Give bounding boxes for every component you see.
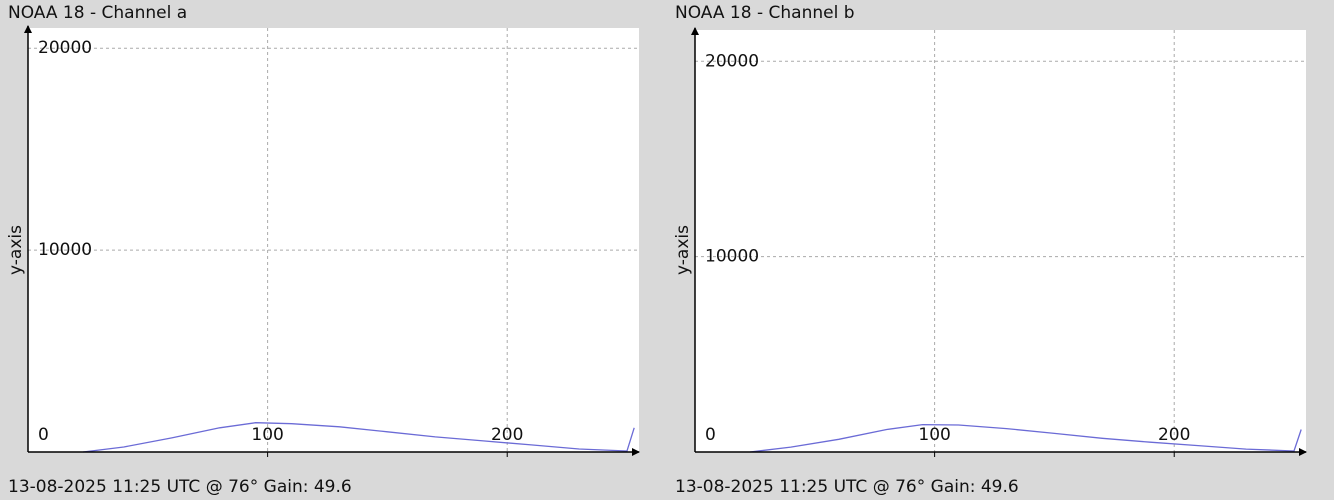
data-line xyxy=(750,423,1302,453)
y-tick-label: 20000 xyxy=(705,51,759,71)
x-tick-label: 200 xyxy=(1158,425,1190,445)
plot-area xyxy=(28,28,639,452)
chart-title: NOAA 18 - Channel a xyxy=(8,3,187,23)
y-axis-label: y-axis xyxy=(673,225,693,275)
x-tick-label: 100 xyxy=(251,425,283,445)
chart-panel: NOAA 18 - Channel b 13-08-2025 11:25 UTC … xyxy=(673,3,1307,497)
data-line xyxy=(83,422,635,453)
y-tick-label: 20000 xyxy=(38,38,92,58)
y-tick-label: 10000 xyxy=(38,240,92,260)
y-tick-label: 0 xyxy=(38,425,49,445)
y-axis-label: y-axis xyxy=(6,225,26,275)
x-tick-label: 100 xyxy=(918,425,950,445)
y-tick-label: 10000 xyxy=(705,247,759,267)
footer: 13-08-2025 11:25 UTC @ 76° Gain: 49.6 xyxy=(675,477,1019,497)
chart-title: NOAA 18 - Channel b xyxy=(675,3,855,23)
plot-area xyxy=(695,30,1306,452)
chart-panel: NOAA 18 - Channel a 13-08-2025 11:25 UTC … xyxy=(6,3,640,497)
footer: 13-08-2025 11:25 UTC @ 76° Gain: 49.6 xyxy=(8,477,352,497)
y-tick-label: 0 xyxy=(705,425,716,445)
x-tick-label: 200 xyxy=(491,425,523,445)
